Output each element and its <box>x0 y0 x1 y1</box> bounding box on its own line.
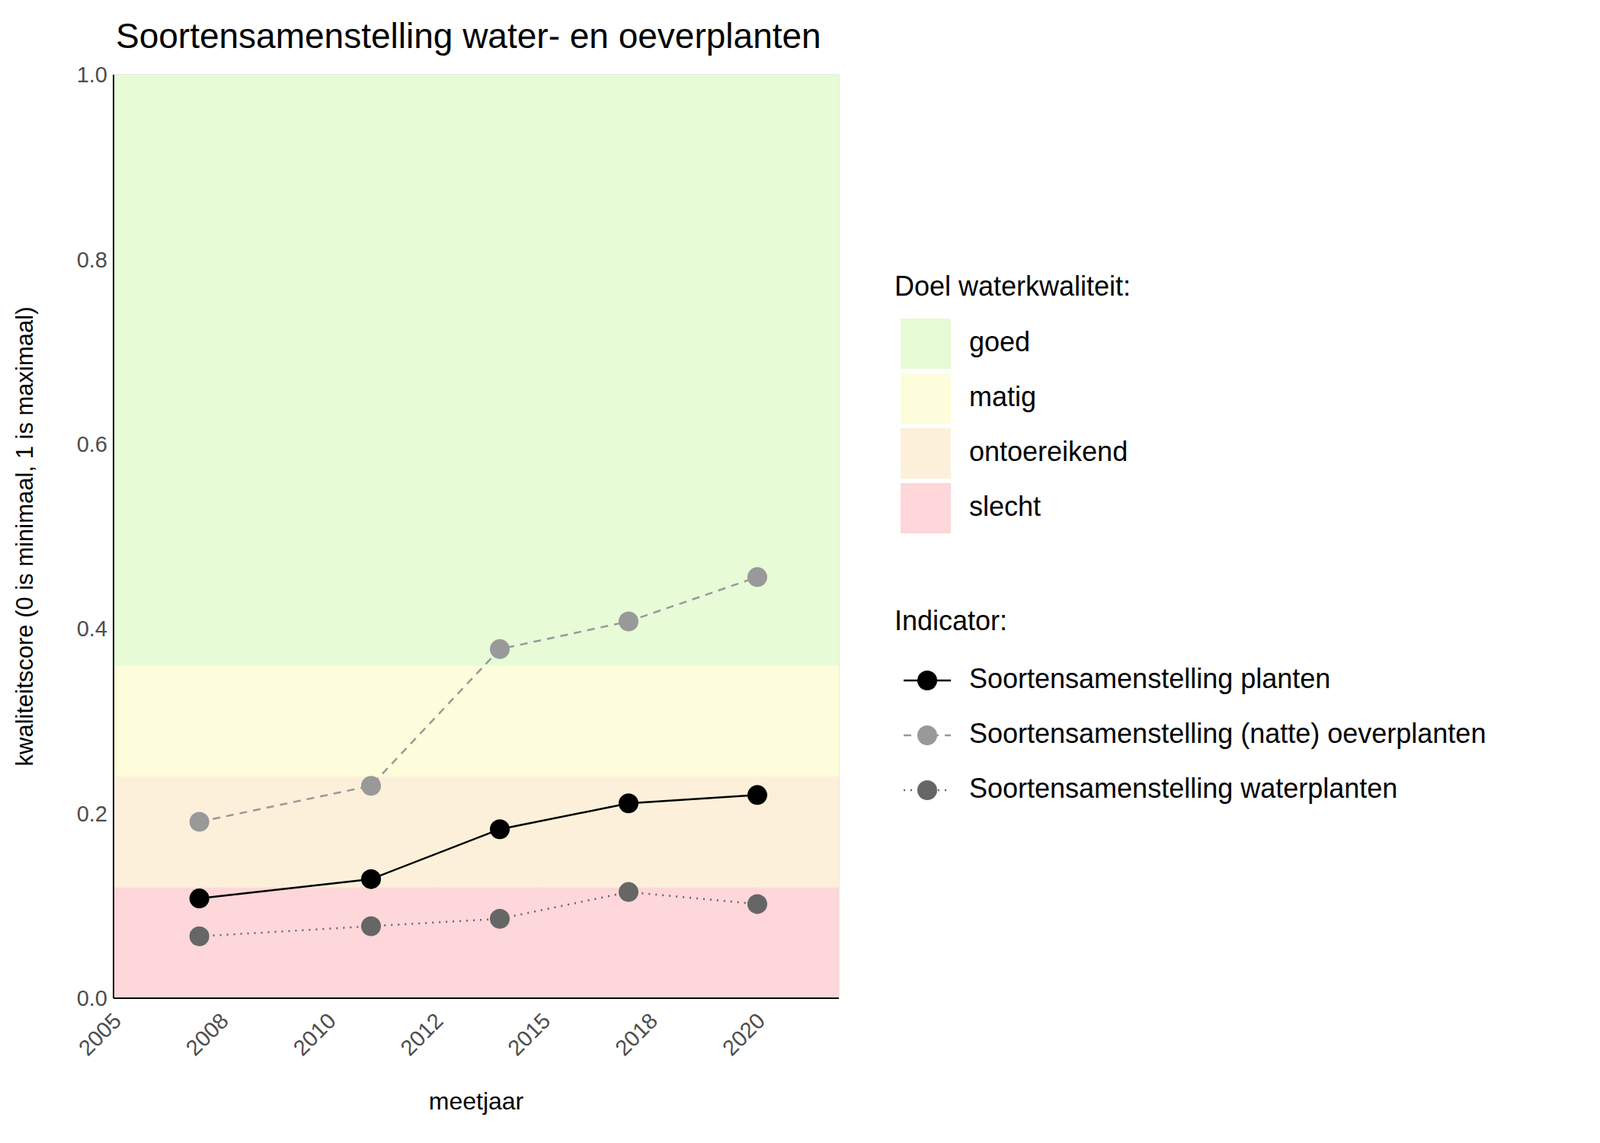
svg-text:2012: 2012 <box>395 1008 448 1060</box>
svg-text:Soortensamenstelling waterplan: Soortensamenstelling waterplanten <box>969 772 1398 804</box>
svg-text:0.0: 0.0 <box>76 985 108 1011</box>
svg-text:0.8: 0.8 <box>76 247 108 272</box>
svg-text:matig: matig <box>969 380 1037 413</box>
svg-text:2015: 2015 <box>502 1008 555 1060</box>
svg-text:0.2: 0.2 <box>76 801 108 826</box>
svg-text:goed: goed <box>969 326 1031 358</box>
svg-text:Soortensamenstelling (natte) o: Soortensamenstelling (natte) oeverplante… <box>969 717 1486 749</box>
svg-text:2008: 2008 <box>181 1008 234 1060</box>
svg-text:1.0: 1.0 <box>76 62 108 87</box>
html-text:Soortensamenstelling water- en: Soortensamenstelling water- en oeverplan… <box>115 16 822 56</box>
svg-text:meetjaar: meetjaar <box>428 1087 525 1115</box>
svg-text:ontoereikend: ontoereikend <box>969 435 1128 468</box>
svg-text:Soortensamenstelling planten: Soortensamenstelling planten <box>969 662 1331 695</box>
svg-text:Doel waterkwaliteit:: Doel waterkwaliteit: <box>894 270 1131 302</box>
svg-text:2020: 2020 <box>717 1008 770 1060</box>
svg-text:kwaliteitscore (0 is minimaal,: kwaliteitscore (0 is minimaal, 1 is maxi… <box>11 307 39 767</box>
svg-text:Indicator:: Indicator: <box>894 604 1008 637</box>
svg-text:2005: 2005 <box>73 1008 126 1060</box>
svg-text:slecht: slecht <box>969 490 1041 522</box>
svg-text:0.6: 0.6 <box>76 432 108 457</box>
svg-text:0.4: 0.4 <box>76 616 108 641</box>
svg-text:2010: 2010 <box>288 1008 341 1060</box>
svg-text:2018: 2018 <box>610 1008 663 1060</box>
